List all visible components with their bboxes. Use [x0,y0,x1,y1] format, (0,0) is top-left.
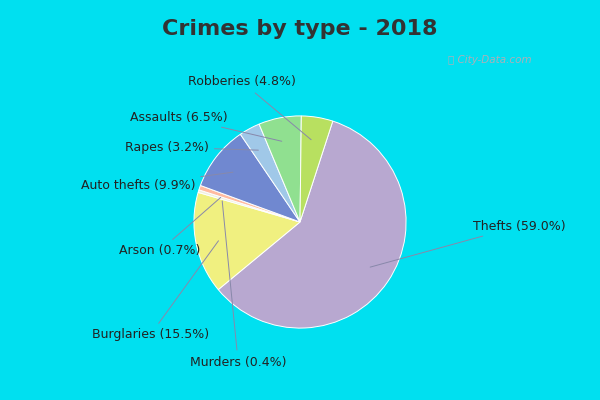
Text: Crimes by type - 2018: Crimes by type - 2018 [162,18,438,39]
Text: Rapes (3.2%): Rapes (3.2%) [125,141,259,154]
Wedge shape [300,116,333,222]
Wedge shape [198,190,300,222]
Text: Thefts (59.0%): Thefts (59.0%) [370,220,565,267]
Wedge shape [259,116,301,222]
Text: Auto thefts (9.9%): Auto thefts (9.9%) [81,172,233,192]
Wedge shape [218,121,406,328]
Text: Arson (0.7%): Arson (0.7%) [119,197,221,257]
Text: Burglaries (15.5%): Burglaries (15.5%) [92,241,218,341]
Wedge shape [241,124,300,222]
Text: Assaults (6.5%): Assaults (6.5%) [130,111,282,141]
Text: Murders (0.4%): Murders (0.4%) [190,201,286,368]
Text: Robberies (4.8%): Robberies (4.8%) [188,76,311,140]
Text: ⓘ City-Data.com: ⓘ City-Data.com [448,55,531,65]
Wedge shape [200,134,300,222]
Wedge shape [194,192,300,290]
Wedge shape [199,186,300,222]
